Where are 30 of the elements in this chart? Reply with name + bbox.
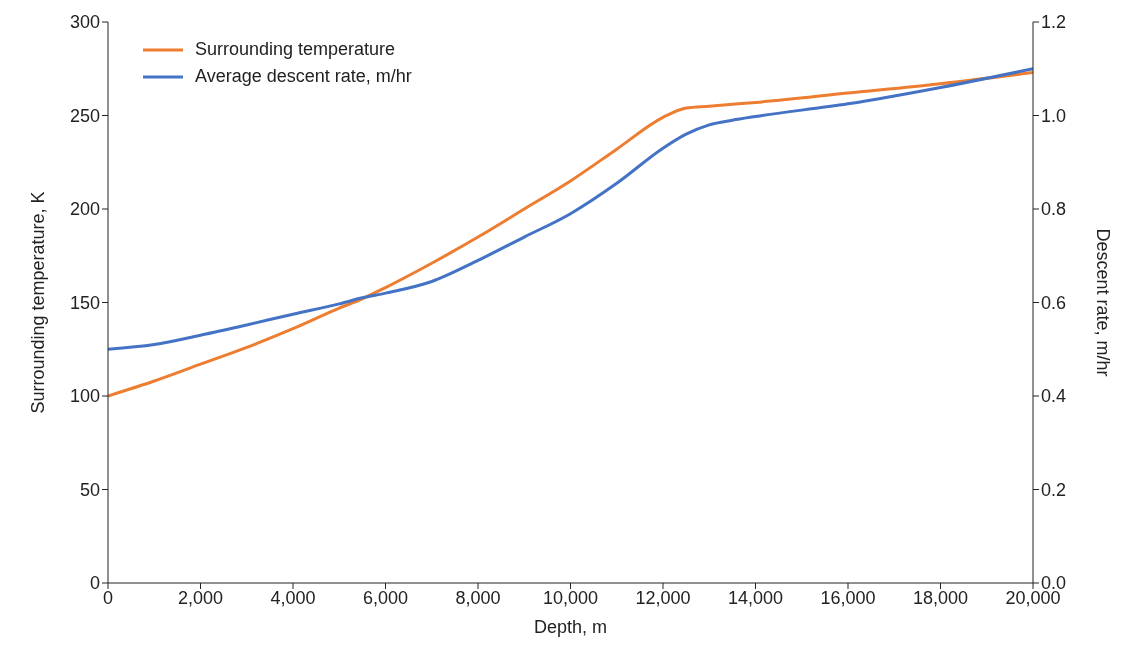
y2-tick-label: 0.2 <box>1041 479 1067 500</box>
y2-tick-label: 0.8 <box>1041 199 1067 220</box>
x-tick-label: 8,000 <box>455 587 501 608</box>
y-axis-title: Surrounding temperature, K <box>28 191 49 414</box>
legend-label: Average descent rate, m/hr <box>195 66 412 87</box>
y-tick-label: 100 <box>69 386 100 407</box>
y-tick-label: 0 <box>89 573 100 594</box>
line-series <box>108 70 1033 398</box>
x-tick-label: 0 <box>102 587 114 608</box>
y2-tick-label: 1.0 <box>1041 105 1067 126</box>
x-tick-label: 2,000 <box>177 587 224 608</box>
x-tick-label: 6,000 <box>362 587 409 608</box>
x-tick-label: 4,000 <box>270 587 316 608</box>
y-tick-label: 300 <box>69 12 100 33</box>
y2-tick-label: 0.4 <box>1041 386 1067 407</box>
y-tick-label: 150 <box>69 292 100 313</box>
legend-label: Surrounding temperature <box>195 39 396 60</box>
y-tick-label: 50 <box>79 479 100 500</box>
x-axis-title: Depth, m <box>533 617 608 637</box>
y2-axis-title: Descent rate, m/hr <box>1092 228 1113 377</box>
x-tick-label: 18,000 <box>912 587 969 608</box>
x-tick-label: 10,000 <box>542 587 599 608</box>
y-tick-label: 250 <box>69 105 100 126</box>
y2-tick-label: 0.6 <box>1041 292 1067 313</box>
x-tick-label: 12,000 <box>635 587 691 608</box>
y2-tick-label: 1.2 <box>1041 12 1067 33</box>
x-tick-label: 14,000 <box>727 587 784 608</box>
y-tick-label: 200 <box>69 199 100 220</box>
line-series <box>108 67 1033 351</box>
x-tick-label: 16,000 <box>820 587 876 608</box>
